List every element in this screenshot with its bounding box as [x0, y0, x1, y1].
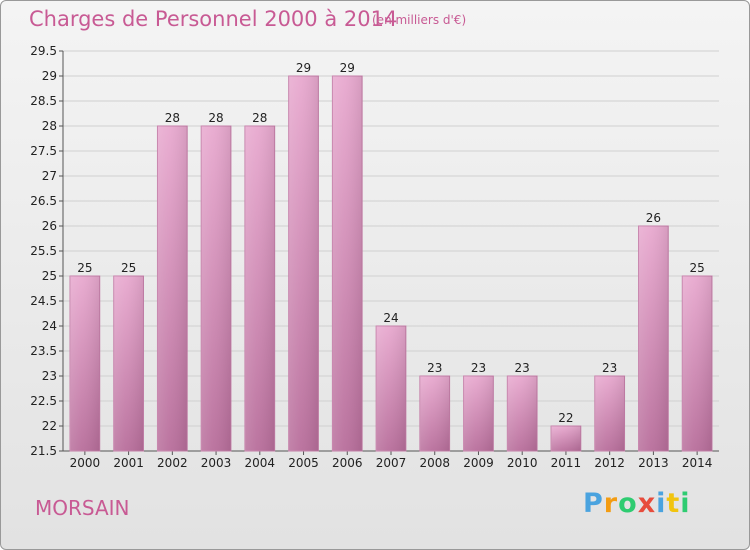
y-tick-label: 28.5 [30, 94, 57, 108]
bar-value-label: 28 [252, 111, 267, 125]
x-tick-label: 2004 [245, 456, 276, 470]
bar-shine [551, 426, 581, 451]
bar-layer [69, 75, 713, 452]
logo-letter: x [637, 488, 657, 519]
x-tick-label: 2013 [638, 456, 669, 470]
x-tick-label: 2006 [332, 456, 363, 470]
x-tick-label: 2005 [288, 456, 319, 470]
y-tick-label: 29.5 [30, 44, 57, 58]
bar-shine [332, 76, 363, 451]
logo-letter: i [680, 488, 691, 519]
x-tick-label: 2007 [376, 456, 407, 470]
x-tick-label: 2001 [113, 456, 144, 470]
x-tick-label: 2010 [507, 456, 538, 470]
y-tick-label: 22.5 [30, 394, 57, 408]
bar-value-label: 25 [121, 261, 136, 275]
bar-shine [69, 276, 100, 451]
chart-title: Charges de Personnel 2000 à 2014 [29, 7, 398, 31]
y-tick-label: 24 [42, 319, 57, 333]
bar-2002 [156, 125, 188, 452]
bar-value-label: 28 [208, 111, 223, 125]
y-tick-label: 26 [42, 219, 57, 233]
proxiti-logo: Proxiti [583, 488, 691, 519]
bar-value-label: 25 [689, 261, 704, 275]
bar-2012 [594, 375, 626, 452]
bar-2000 [69, 275, 101, 452]
logo-letter: r [603, 488, 619, 519]
commune-name: MORSAIN [35, 496, 130, 520]
bar-shine [288, 76, 319, 451]
y-tick-label: 28 [42, 119, 57, 133]
bar-2008 [419, 375, 451, 452]
x-tick-label: 2011 [551, 456, 582, 470]
bar-shine [463, 376, 494, 451]
label-layer: 25 25 28 28 28 29 29 24 23 23 23 22 23 26 25 [77, 61, 705, 425]
x-tick-label: 2012 [594, 456, 625, 470]
bar-shine [507, 376, 538, 451]
y-tick-label: 23.5 [30, 344, 57, 358]
bar-shine [638, 226, 669, 451]
bar-value-label: 26 [646, 211, 661, 225]
x-tick-label: 2002 [157, 456, 188, 470]
bar-shine [113, 276, 144, 451]
bar-shine [594, 376, 625, 451]
bar-2006 [331, 75, 363, 452]
bar-2001 [113, 275, 144, 452]
bar-shine [682, 276, 713, 451]
bar-2009 [463, 375, 494, 452]
bar-value-label: 28 [165, 111, 180, 125]
bar-2005 [288, 75, 319, 452]
bar-shine [419, 376, 450, 451]
bar-2011 [550, 425, 582, 452]
y-tick-label: 24.5 [30, 294, 57, 308]
bar-2004 [244, 125, 276, 452]
logo-letter: P [583, 488, 604, 519]
y-tick-label: 27 [42, 169, 57, 183]
bar-value-label: 24 [383, 311, 398, 325]
y-tick-label: 23 [42, 369, 57, 383]
y-tick-label: 26.5 [30, 194, 57, 208]
chart-subtitle: (en milliers d'€) [372, 13, 467, 27]
bar-shine [157, 126, 188, 451]
x-tick-label: 2014 [682, 456, 713, 470]
logo-letter: t [666, 488, 681, 519]
bar-shine [244, 126, 275, 451]
bar-value-label: 23 [602, 361, 617, 375]
x-tick-label: 2008 [419, 456, 450, 470]
bar-value-label: 23 [515, 361, 530, 375]
logo-letter: i [656, 488, 667, 519]
x-tick-label: 2009 [463, 456, 494, 470]
x-tick-label: 2003 [201, 456, 232, 470]
bar-value-label: 29 [296, 61, 311, 75]
y-tick-label: 21.5 [30, 444, 57, 458]
bar-value-label: 23 [427, 361, 442, 375]
bar-value-label: 23 [471, 361, 486, 375]
bar-2010 [506, 375, 538, 452]
bar-2013 [638, 225, 669, 452]
y-tick-label: 29 [42, 69, 57, 83]
y-tick-label: 25 [42, 269, 57, 283]
bar-shine [376, 326, 406, 451]
y-tick-label: 27.5 [30, 144, 57, 158]
bar-2014 [681, 275, 713, 452]
bar-2007 [375, 325, 407, 452]
y-tick-label: 22 [42, 419, 57, 433]
bar-value-label: 22 [558, 411, 573, 425]
bar-value-label: 29 [340, 61, 355, 75]
x-tick-label: 2000 [70, 456, 101, 470]
bar-value-label: 25 [77, 261, 92, 275]
y-tick-label: 25.5 [30, 244, 57, 258]
bar-shine [201, 126, 231, 451]
logo-letter: o [618, 488, 638, 519]
bar-2003 [200, 125, 232, 452]
